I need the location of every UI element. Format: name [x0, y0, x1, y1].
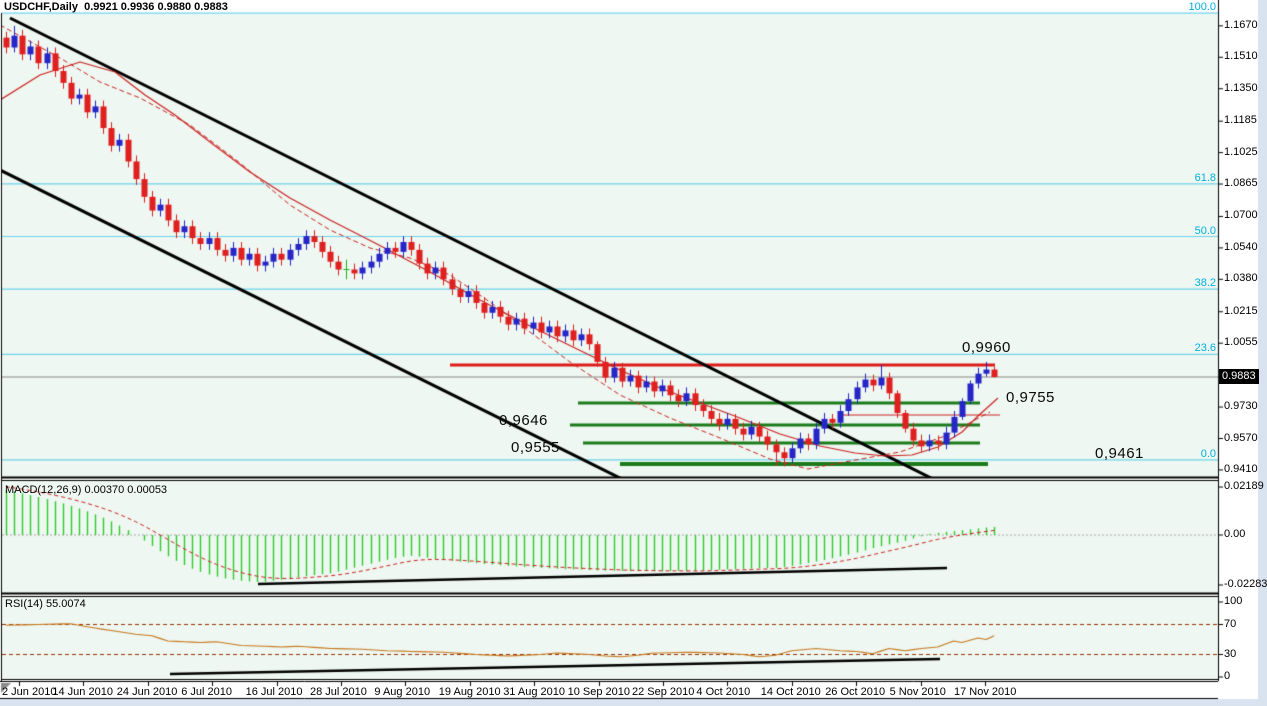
current-price-badge: 0.9883: [1219, 369, 1259, 384]
